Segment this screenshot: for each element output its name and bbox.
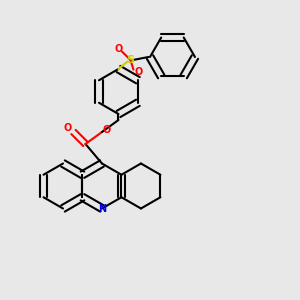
Text: S: S [127,55,134,65]
Text: O: O [114,44,123,54]
Text: O: O [64,123,72,134]
Text: O: O [134,67,142,77]
Text: O: O [102,125,110,135]
Text: N: N [98,203,106,214]
